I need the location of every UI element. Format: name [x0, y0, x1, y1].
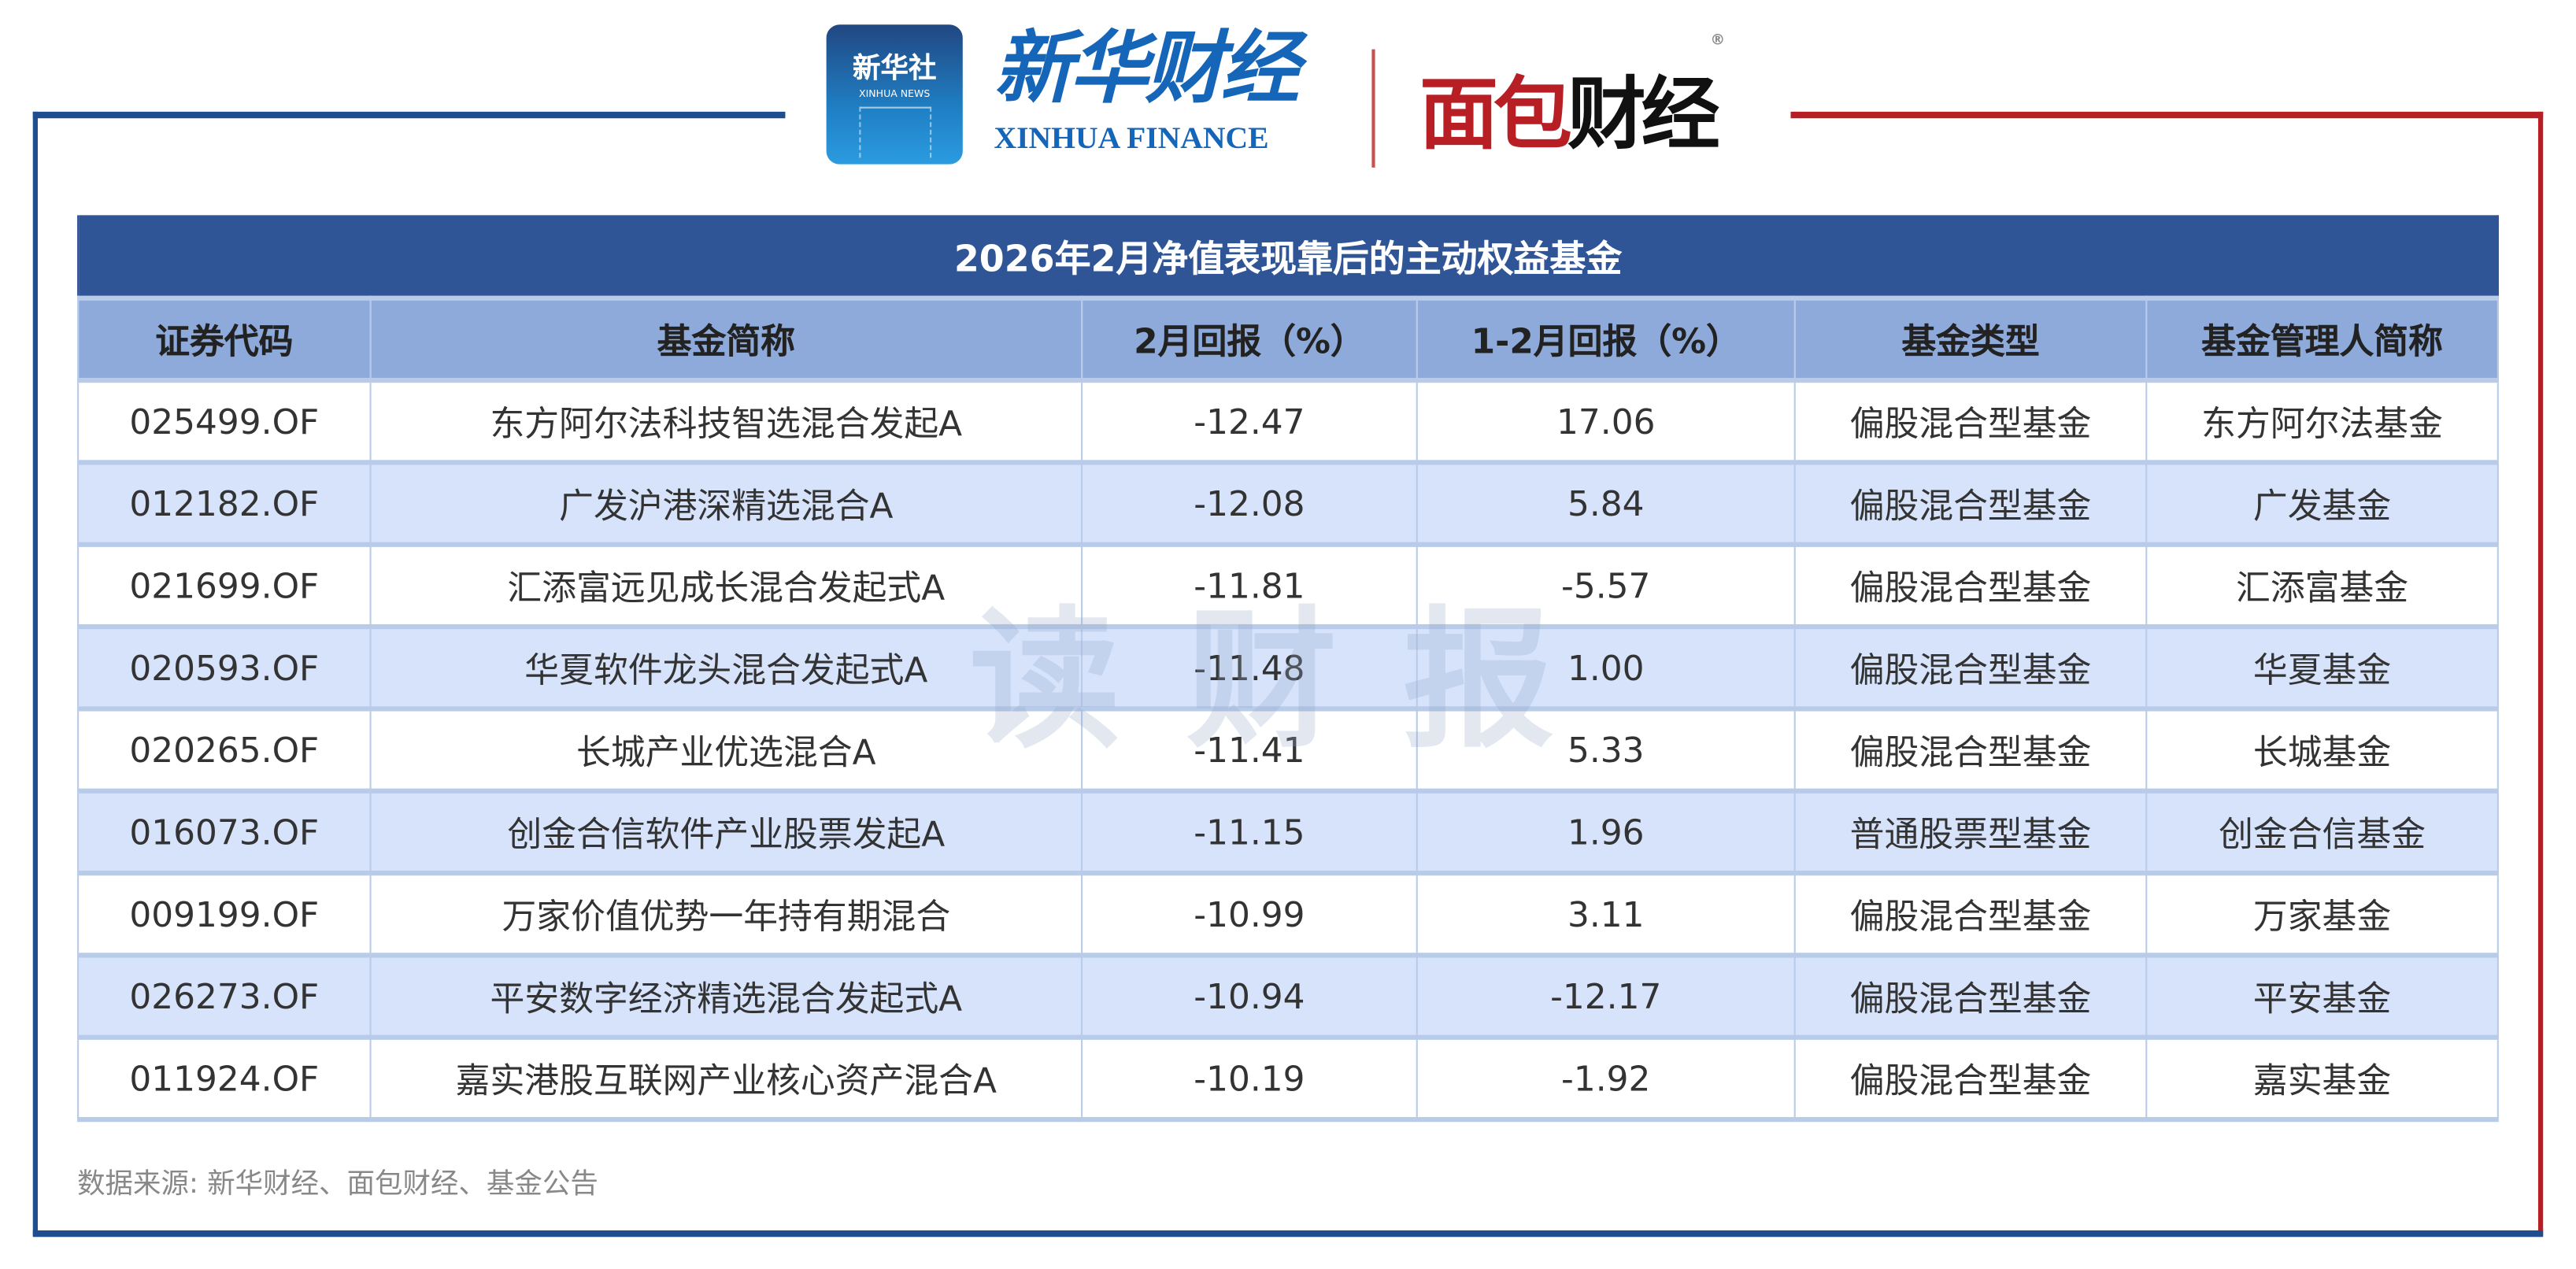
table-cell: 汇添富基金: [2145, 544, 2499, 627]
xinhua-news-logo-cn: 新华社: [852, 52, 937, 86]
table-cell: 长城基金: [2145, 708, 2499, 791]
table-cell: -12.47: [1081, 380, 1418, 463]
table-row: 020593.OF 华夏软件龙头混合发起式A -11.48 1.00 偏股混合型基金 华夏…: [77, 627, 2499, 709]
frame-left-line: [32, 111, 38, 1236]
column-header: 2月回报（%）: [1081, 298, 1418, 381]
table-cell: 汇添富远见成长混合发起式A: [369, 544, 1083, 627]
table-cell: -12.08: [1081, 462, 1418, 545]
table-cell: -10.19: [1081, 1037, 1418, 1120]
watermark: 读财报: [969, 593, 1620, 769]
fund-table: 2026年2月净值表现靠后的主动权益基金 证券代码 基金简称 2月回报（%） 1-2月…: [77, 215, 2499, 1122]
table-cell: 偏股混合型基金: [1793, 544, 2148, 627]
table-cell: -10.99: [1081, 873, 1418, 956]
table-cell: 偏股混合型基金: [1793, 1037, 2148, 1120]
table-cell: 华夏软件龙头混合发起式A: [369, 627, 1083, 709]
table-cell: 偏股混合型基金: [1793, 708, 2148, 791]
xinhua-news-logo: 新华社 XINHUA NEWS: [826, 24, 963, 165]
table-cell: 东方阿尔法科技智选混合发起A: [369, 380, 1083, 463]
column-header: 1-2月回报（%）: [1416, 298, 1796, 381]
table-row: 011924.OF 嘉实港股互联网产业核心资产混合A -10.19 -1.92 偏股混合…: [77, 1037, 2499, 1120]
mianbao-logo-black: 财经: [1567, 68, 1720, 161]
table-cell: 万家价值优势一年持有期混合: [369, 873, 1083, 956]
table-cell: 026273.OF: [77, 955, 372, 1038]
table-header-row: 证券代码 基金简称 2月回报（%） 1-2月回报（%） 基金类型 基金管理人简称: [77, 298, 2499, 381]
table-cell: 偏股混合型基金: [1793, 380, 2148, 463]
table-cell: 普通股票型基金: [1793, 790, 2148, 874]
table-title: 2026年2月净值表现靠后的主动权益基金: [77, 215, 2499, 298]
table-row: 026273.OF 平安数字经济精选混合发起式A -10.94 -12.17 偏股混合型…: [77, 955, 2499, 1038]
frame-top-right-line: [1790, 111, 2544, 119]
table-cell: -11.81: [1081, 544, 1418, 627]
table-cell: 1.00: [1416, 627, 1796, 709]
table-cell: -1.92: [1416, 1037, 1796, 1120]
logo-divider: [1371, 49, 1375, 168]
table-row: 020265.OF 长城产业优选混合A -11.41 5.33 偏股混合型基金 长城基金: [77, 708, 2499, 791]
column-header: 基金管理人简称: [2145, 298, 2499, 381]
table-cell: 广发沪港深精选混合A: [369, 462, 1083, 545]
table-cell: 东方阿尔法基金: [2145, 380, 2499, 463]
table-cell: 5.33: [1416, 708, 1796, 791]
frame-right-line: [2537, 111, 2544, 1236]
xinhua-news-logo-en: XINHUA NEWS: [859, 88, 931, 101]
table-row: 009199.OF 万家价值优势一年持有期混合 -10.99 3.11 偏股混合型基金万…: [77, 873, 2499, 956]
table-row: 025499.OF 东方阿尔法科技智选混合发起A -12.47 17.06 偏股混合型基…: [77, 380, 2499, 463]
table-cell: 1.96: [1416, 790, 1796, 874]
table-cell: 嘉实基金: [2145, 1037, 2499, 1120]
table-cell: 偏股混合型基金: [1793, 873, 2148, 956]
table-cell: 华夏基金: [2145, 627, 2499, 709]
column-header: 基金类型: [1793, 298, 2148, 381]
table-cell: 016073.OF: [77, 790, 372, 874]
table-cell: 平安数字经济精选混合发起式A: [369, 955, 1083, 1038]
table-cell: -12.17: [1416, 955, 1796, 1038]
table-cell: 020265.OF: [77, 708, 372, 791]
table-cell: 009199.OF: [77, 873, 372, 956]
table-cell: 3.11: [1416, 873, 1796, 956]
table-cell: -11.15: [1081, 790, 1418, 874]
mianbao-logo-red: 面包: [1419, 68, 1572, 161]
table-cell: 012182.OF: [77, 462, 372, 545]
table-cell: 17.06: [1416, 380, 1796, 463]
registered-mark: ®: [1710, 32, 1726, 50]
table-cell: 偏股混合型基金: [1793, 627, 2148, 709]
table-cell: 021699.OF: [77, 544, 372, 627]
xinhua-finance-logo-cn: 新华财经: [994, 23, 1299, 116]
table-cell: 嘉实港股互联网产业核心资产混合A: [369, 1037, 1083, 1120]
network-icon: [859, 106, 932, 158]
data-source-note: 数据来源: 新华财经、面包财经、基金公告: [77, 1167, 598, 1201]
table-cell: 创金合信基金: [2145, 790, 2499, 874]
table-cell: 平安基金: [2145, 955, 2499, 1038]
xinhua-finance-logo: 新华财经 XINHUA FINANCE: [994, 20, 1322, 168]
frame-top-left-line: [32, 111, 786, 119]
table-cell: 长城产业优选混合A: [369, 708, 1083, 791]
frame-bottom-line: [32, 1230, 2544, 1238]
table-row: 012182.OF 广发沪港深精选混合A -12.08 5.84 偏股混合型基金 广发基金: [77, 462, 2499, 545]
table-cell: -11.41: [1081, 708, 1418, 791]
table-cell: -5.57: [1416, 544, 1796, 627]
table-cell: 广发基金: [2145, 462, 2499, 545]
table-cell: 万家基金: [2145, 873, 2499, 956]
column-header: 证券代码: [77, 298, 372, 381]
table-row: 016073.OF 创金合信软件产业股票发起A -11.15 1.96 普通股票型基金创…: [77, 790, 2499, 874]
table-cell: 偏股混合型基金: [1793, 462, 2148, 545]
table-cell: 020593.OF: [77, 627, 372, 709]
mianbao-logo: 面包财经 ®: [1419, 33, 1725, 165]
table-row: 021699.OF 汇添富远见成长混合发起式A -11.81 -5.57 偏股混合型基金…: [77, 544, 2499, 627]
table-cell: 偏股混合型基金: [1793, 955, 2148, 1038]
table-cell: 5.84: [1416, 462, 1796, 545]
column-header: 基金简称: [369, 298, 1083, 381]
xinhua-finance-logo-en: XINHUA FINANCE: [994, 121, 1269, 157]
table-cell: -11.48: [1081, 627, 1418, 709]
table-title-row: 2026年2月净值表现靠后的主动权益基金: [77, 215, 2499, 298]
table-cell: 创金合信软件产业股票发起A: [369, 790, 1083, 874]
table-cell: 025499.OF: [77, 380, 372, 463]
table-cell: 011924.OF: [77, 1037, 372, 1120]
table-cell: -10.94: [1081, 955, 1418, 1038]
